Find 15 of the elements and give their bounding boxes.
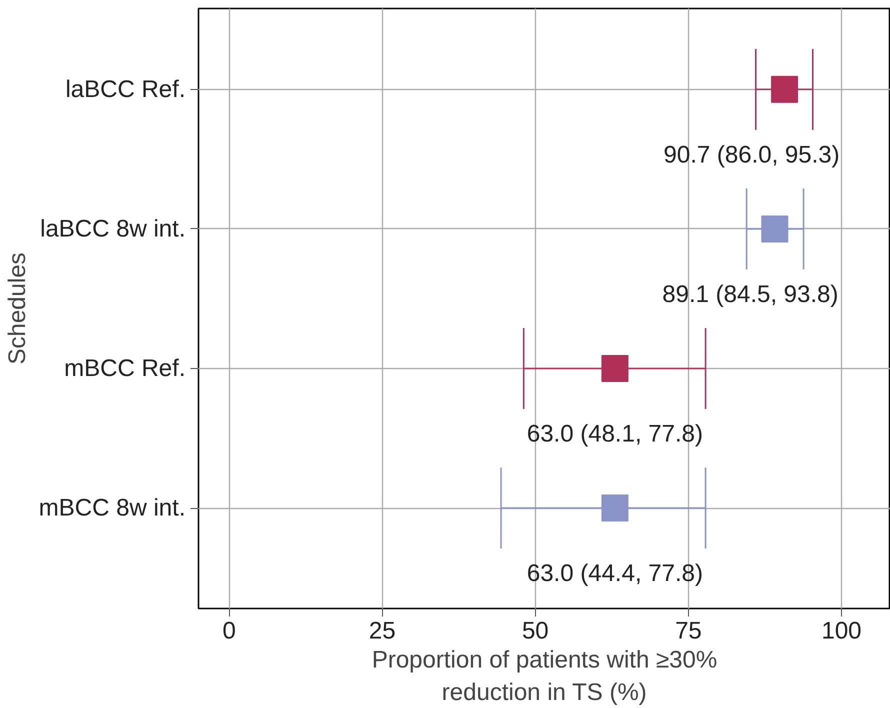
- x-tick-label: 25: [368, 618, 396, 644]
- x-axis-title: Proportion of patients with ≥30% reduction in TS (%): [372, 646, 718, 706]
- x-tick-label: 75: [675, 618, 702, 644]
- y-tick-label: laBCC Ref.: [65, 76, 186, 103]
- y-axis-title: Schedules: [4, 252, 31, 365]
- y-tick-label: laBCC 8w int.: [40, 215, 186, 242]
- x-tick-label: 0: [222, 618, 236, 644]
- y-tick-label: mBCC 8w int.: [38, 494, 186, 522]
- data-label: 90.7 (86.0, 95.3): [664, 142, 840, 169]
- data-label: 89.1 (84.5, 93.8): [662, 281, 838, 308]
- y-tick-label: mBCC Ref.: [64, 355, 186, 382]
- data-label: 63.0 (44.4, 77.8): [526, 560, 703, 588]
- x-tick-label: 100: [821, 618, 862, 644]
- x-tick-label: 50: [522, 618, 549, 644]
- data-label: 63.0 (48.1, 77.8): [526, 420, 703, 448]
